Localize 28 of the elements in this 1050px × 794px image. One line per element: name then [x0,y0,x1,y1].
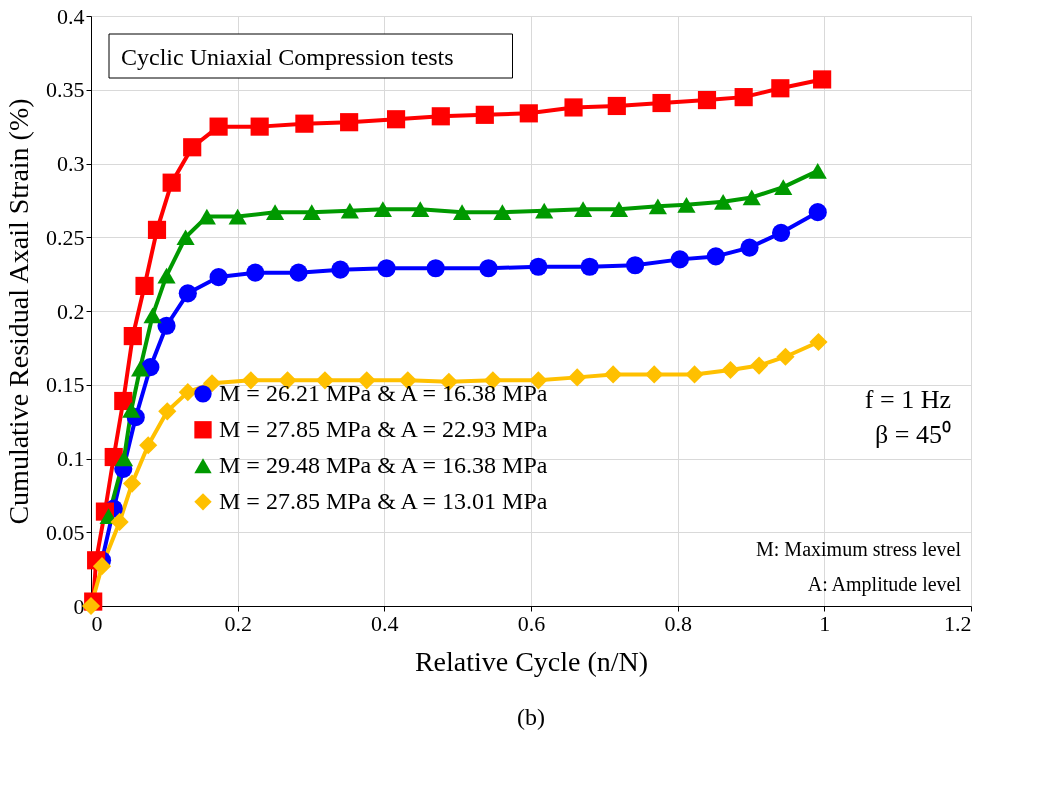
annotation: Cyclic Uniaxial Compression tests [121,44,454,70]
legend-label: M = 27.85 MPa & A = 22.93 MPa [219,415,548,442]
y-tick-label: 0.3 [57,151,85,176]
annotation: f = 1 Hz [864,384,951,414]
x-tick-label: 0.4 [371,610,399,636]
x-tick-label: 0 [91,610,103,636]
legend-label: M = 29.48 MPa & A = 16.38 MPa [219,451,548,478]
y-tick-label: 0.4 [57,3,85,29]
x-tick-label: 0.8 [664,610,692,636]
y-tick-label: 0.15 [46,372,85,398]
x-axis-title: Relative Cycle (n/N) [414,645,649,677]
legend-label: M = 27.85 MPa & A = 13.01 MPa [219,487,548,514]
y-tick-label: 0 [73,593,85,619]
y-tick-label: 0.35 [46,77,85,103]
y-tick-label: 0.25 [46,224,85,250]
x-tick-label: 1.2 [944,610,972,636]
x-tick-label: 1 [819,610,831,636]
annotation: A: Amplitude level [807,573,962,597]
annotation: β = 45⁰ [875,419,951,449]
y-tick-label: 0.2 [57,298,85,324]
y-tick-label: 0.1 [57,446,85,471]
annotation: M: Maximum stress level [756,537,962,560]
text: (b) [517,704,545,730]
y-tick-label: 0.05 [46,519,85,545]
y-axis-title: Cumulative Residual Axail Strain (%) [3,98,34,525]
legend-label: M = 26.21 MPa & A = 16.38 MPa [219,379,548,406]
x-tick-label: 0.6 [517,610,546,636]
x-tick-label: 0.2 [224,610,252,636]
